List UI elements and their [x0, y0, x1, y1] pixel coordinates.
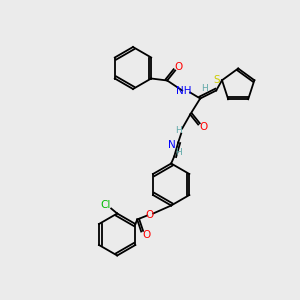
Text: H: H [201, 84, 208, 93]
Text: O: O [145, 211, 153, 220]
Text: O: O [142, 230, 150, 239]
Text: S: S [214, 75, 220, 85]
Text: O: O [199, 122, 207, 133]
Text: Cl: Cl [100, 200, 110, 211]
Text: H: H [175, 148, 181, 157]
Text: H: H [175, 126, 181, 135]
Text: N: N [168, 140, 176, 149]
Text: NH: NH [176, 85, 192, 95]
Text: O: O [174, 62, 182, 73]
